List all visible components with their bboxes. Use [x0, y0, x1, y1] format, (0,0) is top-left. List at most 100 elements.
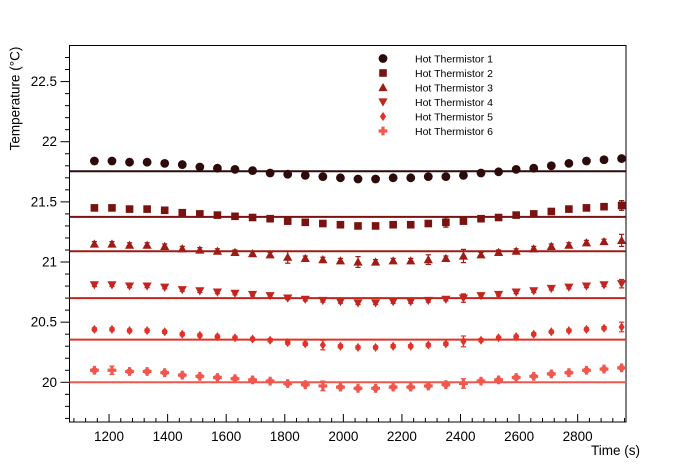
data-point-series-1	[459, 171, 468, 180]
data-point-series-1	[546, 161, 556, 171]
data-point-series-5	[460, 336, 467, 347]
data-point-series-5	[249, 334, 256, 344]
data-point-series-3	[529, 244, 539, 253]
data-point-series-4	[353, 299, 363, 308]
x-tick-label: 2200	[387, 429, 417, 444]
data-point-series-5	[354, 342, 362, 353]
data-point-series-1	[248, 166, 257, 175]
y-axis-title: Temperature (°C)	[7, 46, 23, 151]
data-point-series-6	[371, 383, 380, 393]
data-point-series-2	[371, 222, 380, 230]
y-tick-label: 21.5	[31, 194, 57, 209]
data-point-series-2	[406, 220, 415, 229]
data-point-series-3	[406, 256, 416, 265]
data-point-series-6	[177, 370, 187, 380]
data-point-series-4	[441, 295, 451, 304]
data-point-series-4	[599, 281, 609, 290]
legend-label-1: Hot Thermistor 1	[415, 53, 493, 65]
data-point-series-5	[548, 327, 555, 337]
data-point-series-1	[107, 156, 117, 166]
data-point-series-3	[423, 255, 433, 264]
data-point-series-3	[195, 245, 205, 254]
data-point-series-4	[423, 296, 433, 306]
x-tick-label: 1200	[94, 429, 124, 444]
data-point-series-4	[529, 287, 539, 296]
x-tick-label: 1800	[270, 429, 300, 444]
data-point-series-4	[335, 298, 346, 307]
legend-label-4: Hot Thermistor 4	[415, 97, 493, 109]
data-point-series-1	[213, 163, 222, 173]
data-point-series-4	[107, 281, 117, 290]
data-point-series-6	[142, 367, 152, 376]
data-point-series-2	[90, 204, 99, 212]
data-point-series-2	[336, 220, 345, 229]
data-point-series-4	[247, 290, 258, 300]
data-point-series-5	[390, 341, 397, 351]
y-tick-label: 22	[42, 134, 57, 149]
data-point-series-1	[283, 169, 293, 179]
data-point-series-3	[476, 250, 486, 259]
data-point-series-6	[89, 365, 99, 375]
data-point-series-1	[265, 168, 275, 178]
data-point-series-1	[441, 172, 451, 182]
data-point-series-6	[283, 379, 293, 388]
data-point-series-5	[302, 339, 309, 349]
data-point-series-3	[599, 236, 609, 246]
data-point-series-6	[546, 369, 556, 379]
data-point-series-6	[230, 374, 240, 384]
data-point-series-6	[318, 381, 328, 391]
data-point-series-5	[583, 324, 590, 334]
data-point-series-2	[600, 202, 608, 211]
data-point-series-2	[547, 207, 556, 216]
data-point-series-1	[125, 157, 134, 167]
data-point-series-5	[144, 325, 151, 336]
data-point-series-1	[406, 173, 416, 183]
data-point-series-3	[107, 239, 117, 248]
data-point-series-5	[372, 342, 379, 353]
data-point-series-6	[388, 382, 398, 392]
data-point-series-6	[213, 373, 222, 382]
data-point-series-3	[581, 238, 592, 247]
data-point-series-4	[142, 282, 152, 291]
data-point-series-1	[617, 154, 627, 163]
data-point-series-6	[529, 371, 539, 381]
data-point-series-5	[126, 325, 133, 336]
data-point-series-6	[494, 375, 503, 385]
data-point-series-1	[529, 163, 539, 173]
data-point-series-2	[582, 204, 591, 212]
data-point-series-5	[618, 322, 625, 332]
x-tick-label: 2000	[328, 429, 358, 444]
data-point-series-1	[230, 164, 240, 174]
data-point-series-6	[617, 363, 627, 373]
data-point-series-4	[476, 292, 486, 301]
data-point-series-4	[283, 294, 293, 303]
data-point-series-6	[195, 371, 205, 381]
x-tick-label: 2800	[563, 429, 593, 444]
data-point-series-2	[248, 213, 257, 222]
data-point-series-3	[353, 257, 363, 266]
legend-marker-6	[378, 126, 388, 136]
data-point-series-6	[248, 375, 257, 385]
data-point-series-5	[196, 330, 203, 340]
data-point-series-1	[142, 157, 152, 167]
data-point-series-3	[388, 256, 398, 265]
data-point-series-1	[476, 168, 486, 178]
data-point-series-2	[231, 212, 239, 221]
data-point-series-2	[108, 204, 116, 212]
data-point-series-3	[546, 241, 556, 250]
data-point-series-2	[565, 205, 573, 213]
legend-label-5: Hot Thermistor 5	[415, 111, 493, 123]
data-point-series-5	[267, 335, 274, 345]
data-point-series-3	[177, 244, 187, 253]
data-point-series-1	[300, 171, 310, 180]
data-point-series-4	[177, 286, 187, 295]
data-point-series-1	[318, 172, 328, 182]
data-point-series-6	[564, 368, 574, 378]
data-point-series-4	[581, 282, 592, 291]
data-point-series-3	[564, 240, 574, 249]
data-point-series-6	[160, 368, 170, 378]
y-tick-label: 21	[42, 255, 57, 270]
data-point-series-5	[565, 325, 572, 336]
